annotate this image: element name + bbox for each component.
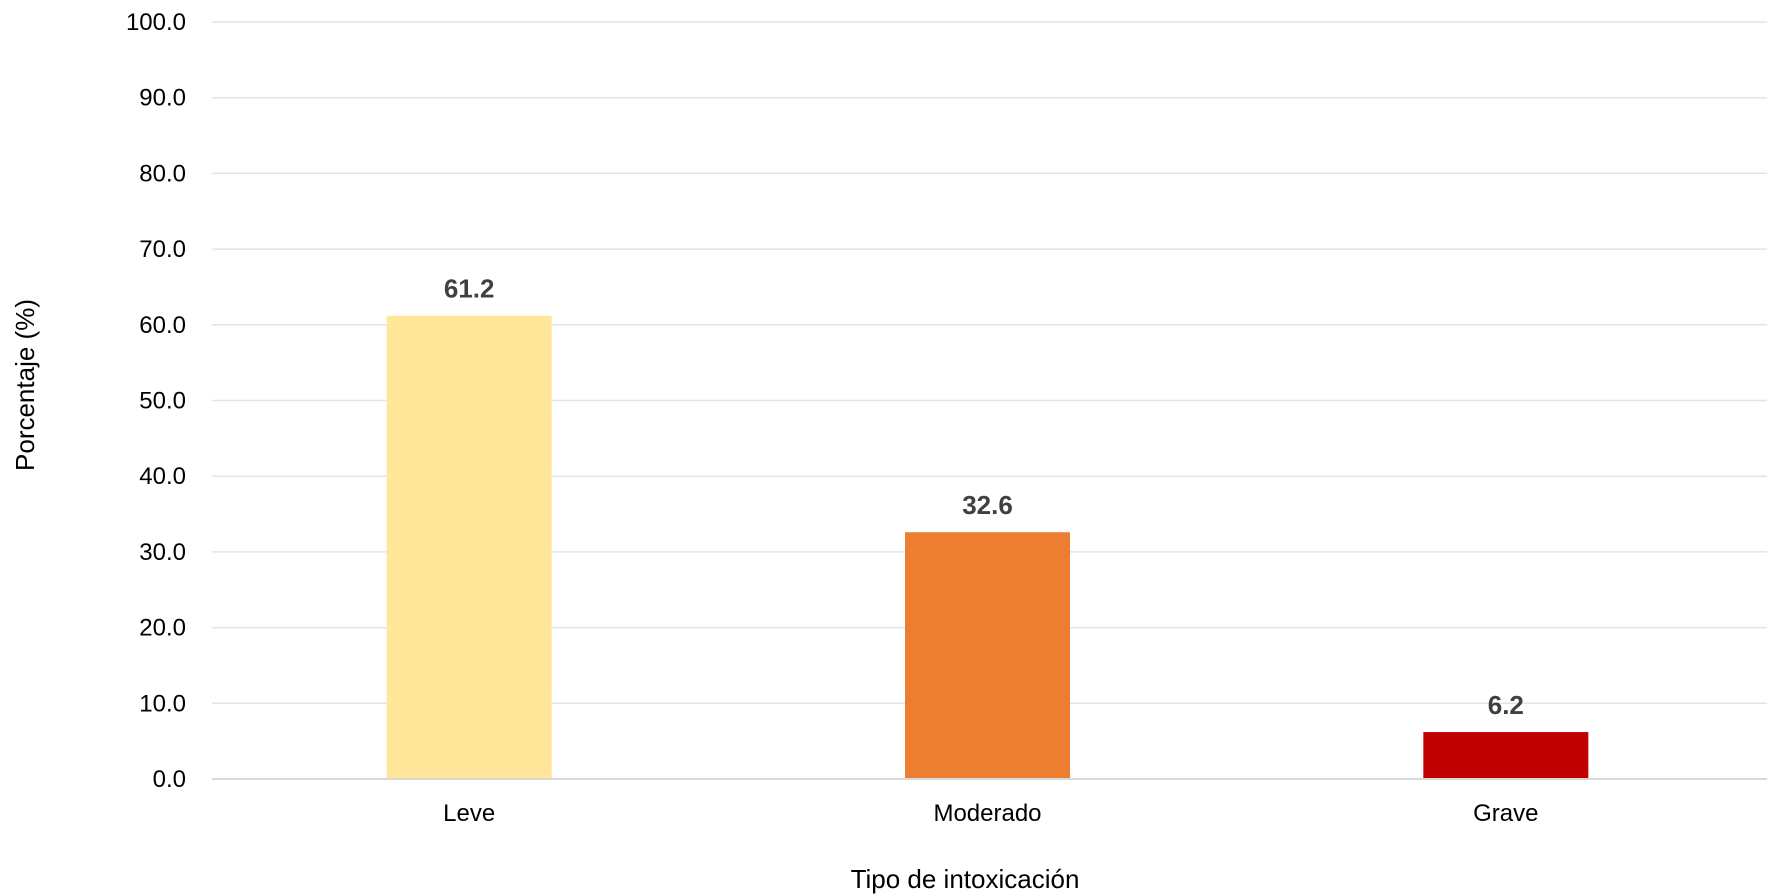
- bar-moderado: [905, 532, 1070, 779]
- y-tick-label: 40.0: [139, 463, 186, 490]
- y-tick-label: 30.0: [139, 539, 186, 566]
- value-label-leve: 61.2: [444, 274, 495, 304]
- category-label-grave: Grave: [1473, 800, 1538, 827]
- y-tick-label: 60.0: [139, 312, 186, 339]
- bar-grave: [1423, 732, 1589, 779]
- bar-leve: [386, 315, 552, 779]
- y-axis-title: Porcentaje (%): [10, 299, 40, 471]
- value-label-grave: 6.2: [1488, 690, 1524, 720]
- y-tick-label: 100.0: [126, 9, 186, 36]
- x-axis-categories: Leve Moderado Grave: [443, 800, 1538, 827]
- category-label-leve: Leve: [443, 800, 495, 827]
- y-tick-label: 20.0: [139, 615, 186, 642]
- y-tick-label: 10.0: [139, 690, 186, 717]
- y-tick-label: 70.0: [139, 236, 186, 263]
- value-labels: 61.2 32.6 6.2: [444, 274, 1524, 720]
- y-tick-label: 80.0: [139, 160, 186, 187]
- value-label-moderado: 32.6: [962, 490, 1013, 520]
- y-tick-label: 90.0: [139, 85, 186, 112]
- y-tick-label: 50.0: [139, 388, 186, 415]
- category-label-moderado: Moderado: [933, 800, 1041, 827]
- bars: [386, 315, 1589, 779]
- x-axis-title: Tipo de intoxicación: [851, 864, 1080, 894]
- y-axis-ticks: 0.0 10.0 20.0 30.0 40.0 50.0 60.0 70.0 80.0 90.0 1…: [126, 9, 186, 793]
- y-tick-label: 0.0: [153, 766, 186, 793]
